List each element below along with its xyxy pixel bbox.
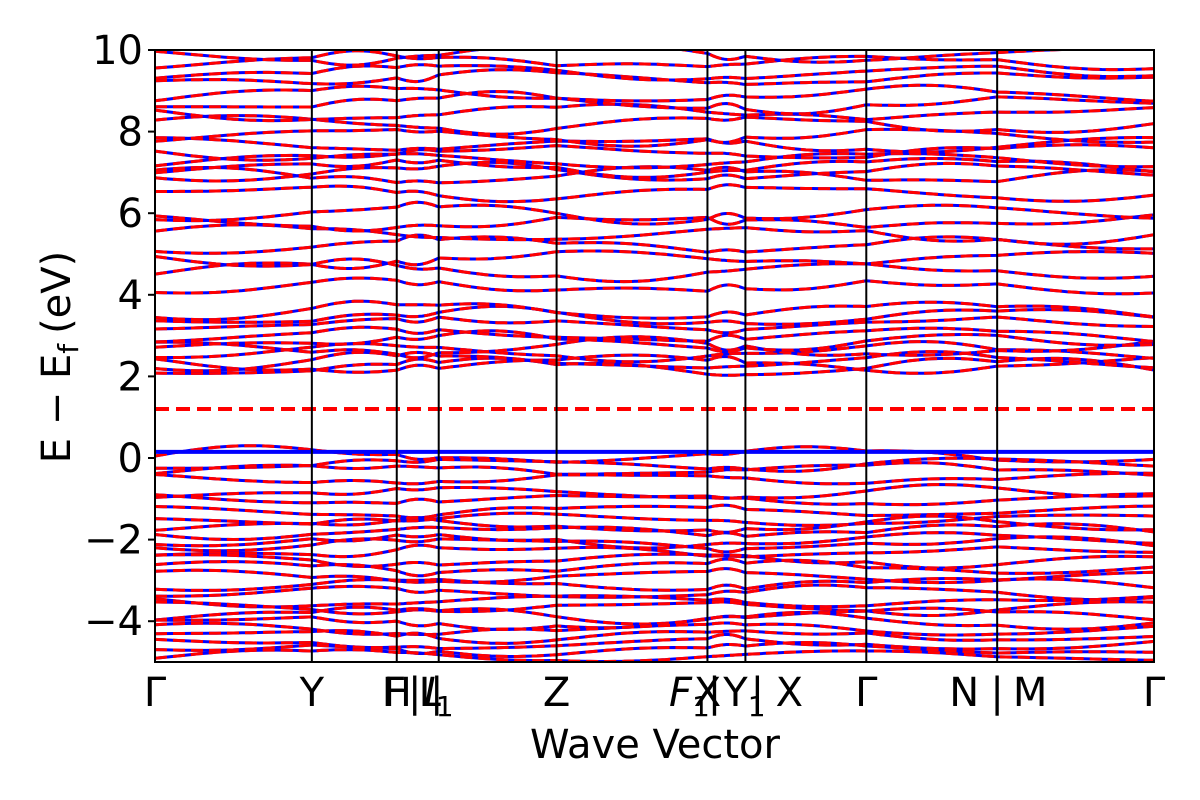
y-axis: −4 −2 0 2 4 6 8 10	[84, 28, 155, 645]
kpoint-label: Y	[299, 670, 325, 716]
band-dashed	[155, 557, 1154, 578]
band-dashed	[155, 535, 1154, 554]
band-dashed	[155, 456, 1154, 473]
band-dashed	[155, 522, 1154, 542]
band-dashed	[155, 577, 1154, 592]
kpoint-label: |	[990, 670, 1003, 716]
band-dashed	[155, 136, 1154, 154]
y-tick-label: 6	[118, 191, 143, 237]
band-dashed	[155, 249, 1154, 270]
band-dashed	[155, 257, 1154, 284]
band-dashed	[155, 335, 1154, 360]
x-axis-title: Wave Vector	[530, 722, 781, 768]
band-dashed	[155, 114, 1154, 136]
band-dashed	[155, 50, 1154, 67]
plot-frame	[154, 49, 1155, 663]
band-dashed	[155, 276, 1154, 296]
y-axis-title-unit: (eV)	[34, 251, 80, 334]
band-dashed	[155, 183, 1154, 204]
band-dashed	[155, 594, 1154, 609]
kpoint-label: Γ	[144, 670, 167, 716]
kpoint-label-subscript: 1	[748, 690, 766, 723]
band-dashed	[155, 160, 1154, 183]
band-dashed	[155, 492, 1154, 507]
band-dashed	[155, 233, 1154, 255]
kpoint-label: |	[408, 670, 421, 716]
band-dashed	[155, 325, 1154, 344]
kpoint-label-subscript: 1	[436, 690, 454, 723]
kpoint-label: F	[383, 670, 406, 716]
band-solid	[155, 233, 1154, 255]
band-dashed	[155, 143, 1154, 162]
y-tick-label: 10	[92, 28, 143, 74]
band-dashed	[155, 543, 1154, 559]
band-dashed	[155, 89, 1154, 116]
band-dashed	[155, 157, 1154, 179]
x-axis: Γ Y FH|L|I1 Z F1X| Y1| X Γ N | M Γ	[144, 670, 1166, 723]
band-dashed	[155, 152, 1154, 170]
band-dashed	[155, 503, 1154, 520]
band-dashed	[155, 471, 1154, 486]
band-solid	[155, 325, 1154, 344]
band-dashed	[155, 350, 1154, 373]
y-tick-label: 0	[118, 436, 143, 482]
kpoint-label: X	[694, 670, 721, 716]
kpoint-label: |	[430, 670, 443, 716]
band-dashed	[155, 329, 1154, 354]
band-dashed	[155, 315, 1154, 335]
kpoint-label-subscript: 1	[692, 690, 710, 723]
band-dashed	[155, 200, 1154, 226]
kpoint-label: Γ	[1143, 670, 1166, 716]
y-tick-label: −2	[84, 518, 143, 564]
y-tick-label: −4	[84, 599, 143, 645]
band-dashed	[155, 213, 1154, 233]
band-dashed	[155, 353, 1154, 375]
bands	[155, 50, 1154, 662]
band-dashed	[155, 641, 1154, 658]
band-dashed	[155, 68, 1154, 86]
band-dashed	[155, 629, 1154, 645]
band-dashed	[155, 600, 1154, 617]
band-dashed	[155, 514, 1154, 534]
band-dashed	[155, 621, 1154, 637]
band-dashed	[155, 605, 1154, 626]
band-dashed	[155, 127, 1154, 148]
kpoint-label: M	[1013, 670, 1048, 716]
band-dashed	[155, 299, 1154, 322]
kpoint-label: N	[949, 670, 979, 716]
y-axis-title: E − Ef (eV)	[34, 251, 85, 464]
plot-area	[154, 49, 1155, 663]
band-solid	[155, 89, 1154, 116]
kpoint-label: H	[382, 670, 412, 716]
kpoint-label: Γ	[855, 670, 878, 716]
kpoint-label: X	[776, 670, 803, 716]
y-axis-title-subscript: f	[52, 343, 85, 354]
y-tick-label: 8	[118, 110, 143, 156]
band-dashed	[155, 304, 1154, 326]
kpoint-label: Y1	[722, 670, 765, 723]
y-axis-title-main: E − E	[34, 354, 80, 464]
y-tick-label: 2	[118, 354, 143, 400]
y-axis-title-group: E − Ef (eV)	[34, 251, 85, 464]
band-dashed	[155, 511, 1154, 527]
kpoint-label: L	[419, 670, 442, 716]
band-dashed	[155, 567, 1154, 585]
kpoint-label: Z	[543, 670, 570, 716]
y-tick-label: 4	[118, 273, 143, 319]
kpoint-label: I1	[424, 670, 454, 723]
kpoint-label: |	[708, 670, 721, 716]
band-dashed	[155, 83, 1154, 103]
kpoint-label: |	[751, 670, 764, 716]
band-dashed	[155, 461, 1154, 477]
